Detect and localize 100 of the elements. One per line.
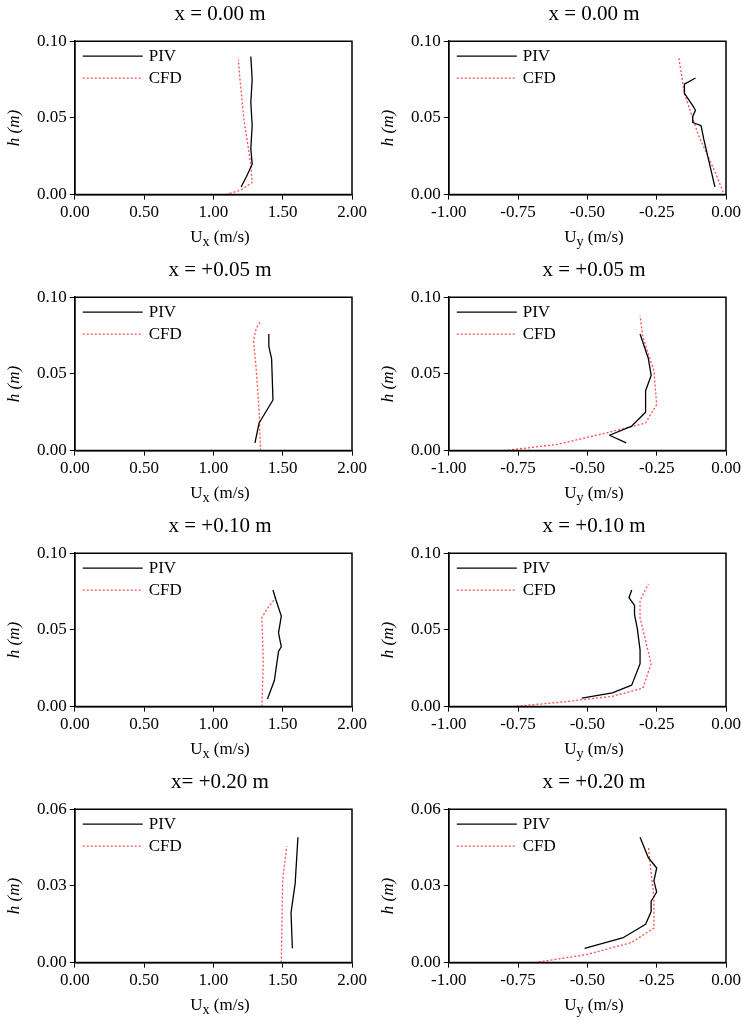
chart-title: x = 0.00 m xyxy=(547,0,641,26)
x-axis-title: U$_{x}$ (m/s) xyxy=(189,994,251,1020)
x-axis-title: U$_{x}$ (m/s) xyxy=(189,738,251,764)
x-axis-title: U$_{y}$ (m/s) xyxy=(563,226,625,252)
x-tick-label: 1.00 xyxy=(198,714,229,734)
y-axis-title: h (m) xyxy=(378,109,398,147)
y-tick-label: 0.05 xyxy=(37,619,67,639)
y-tick-label: 0.00 xyxy=(37,184,67,204)
x-tick-label: -1.00 xyxy=(431,202,467,222)
chart-title: x = +0.10 m xyxy=(167,512,273,538)
x-tick-label: -0.50 xyxy=(569,970,606,990)
x-tick-label: 1.50 xyxy=(267,714,298,734)
y-tick-label: 0.03 xyxy=(37,875,67,895)
x-tick-label: 0.50 xyxy=(129,970,159,990)
x-tick-label: 2.00 xyxy=(337,458,367,478)
x-tick-label: 0.00 xyxy=(59,202,90,222)
x-tick-label: 0.50 xyxy=(129,202,159,222)
y-tick-label: 0.06 xyxy=(411,798,441,818)
x-tick-label: -0.75 xyxy=(500,970,536,990)
y-tick-label: 0.05 xyxy=(411,619,441,639)
line-series xyxy=(678,57,724,193)
y-tick-label: 0.00 xyxy=(37,952,67,972)
legend-label: CFD xyxy=(148,67,182,87)
y-tick-label: 0.03 xyxy=(411,875,441,895)
chart-title: x = 0.00 m xyxy=(173,0,267,26)
x-tick-label: -1.00 xyxy=(431,714,467,734)
legend-label: CFD xyxy=(522,323,556,343)
y-tick-label: 0.06 xyxy=(37,798,67,818)
y-axis-title: h (m) xyxy=(378,365,398,403)
y-tick-label: 0.05 xyxy=(37,107,67,127)
x-tick-label: 0.00 xyxy=(711,202,741,222)
legend-label: CFD xyxy=(522,835,556,855)
x-tick-label: -1.00 xyxy=(431,458,467,478)
legend-label: PIV xyxy=(148,45,177,65)
x-axis-title: U$_{x}$ (m/s) xyxy=(189,482,251,508)
line-series xyxy=(225,58,253,195)
x-tick-label: 2.00 xyxy=(337,970,367,990)
x-tick-label: 1.50 xyxy=(267,458,298,478)
y-axis-title: h (m) xyxy=(4,365,24,403)
x-tick-label: 0.00 xyxy=(711,714,741,734)
legend-label: PIV xyxy=(522,813,551,833)
y-tick-label: 0.00 xyxy=(411,440,441,460)
chart-title: x = +0.05 m xyxy=(167,256,273,282)
x-tick-label: -1.00 xyxy=(431,970,467,990)
legend-label: PIV xyxy=(522,301,551,321)
y-axis-title: h (m) xyxy=(378,877,398,915)
legend-label: CFD xyxy=(522,67,556,87)
x-tick-label: -0.50 xyxy=(569,202,606,222)
x-tick-label: -0.25 xyxy=(638,714,675,734)
y-tick-label: 0.10 xyxy=(37,286,67,306)
x-tick-label: 0.00 xyxy=(59,970,90,990)
y-tick-label: 0.00 xyxy=(411,184,441,204)
x-axis-title: U$_{y}$ (m/s) xyxy=(563,994,625,1020)
legend-label: CFD xyxy=(148,579,182,599)
x-tick-label: 1.50 xyxy=(267,202,298,222)
legend-label: PIV xyxy=(148,813,177,833)
x-axis-title: U$_{y}$ (m/s) xyxy=(563,738,625,764)
y-tick-label: 0.10 xyxy=(411,286,441,306)
chart-title: x = +0.10 m xyxy=(541,512,647,538)
x-tick-label: -0.75 xyxy=(500,458,536,478)
x-tick-label: 1.00 xyxy=(198,202,229,222)
x-axis-title: U$_{x}$ (m/s) xyxy=(189,226,251,252)
y-axis-title: h (m) xyxy=(4,621,24,659)
y-tick-label: 0.10 xyxy=(411,30,441,50)
y-axis-title: h (m) xyxy=(378,621,398,659)
x-axis-title: U$_{y}$ (m/s) xyxy=(563,482,625,508)
y-tick-label: 0.05 xyxy=(411,363,441,383)
legend-label: CFD xyxy=(148,835,182,855)
x-tick-label: 1.50 xyxy=(267,970,298,990)
legend-label: PIV xyxy=(522,45,551,65)
legend-label: PIV xyxy=(148,557,177,577)
x-tick-label: 1.00 xyxy=(198,970,229,990)
x-tick-label: 0.00 xyxy=(711,458,741,478)
y-tick-label: 0.10 xyxy=(411,542,441,562)
y-tick-label: 0.00 xyxy=(411,696,441,716)
x-tick-label: -0.25 xyxy=(638,458,675,478)
legend-label: CFD xyxy=(148,323,182,343)
x-tick-label: 2.00 xyxy=(337,714,367,734)
legend-label: PIV xyxy=(522,557,551,577)
y-tick-label: 0.05 xyxy=(411,107,441,127)
chart-title: x = +0.20 m xyxy=(541,768,647,794)
y-tick-label: 0.00 xyxy=(37,440,67,460)
y-tick-label: 0.05 xyxy=(37,363,67,383)
legend-label: CFD xyxy=(522,579,556,599)
y-tick-label: 0.00 xyxy=(411,952,441,972)
chart-title: x= +0.20 m xyxy=(170,768,270,794)
x-tick-label: 0.00 xyxy=(59,714,90,734)
y-tick-label: 0.10 xyxy=(37,542,67,562)
x-tick-label: 0.50 xyxy=(129,714,159,734)
x-tick-label: -0.50 xyxy=(569,714,606,734)
x-tick-label: -0.50 xyxy=(569,458,606,478)
x-tick-label: 2.00 xyxy=(337,202,367,222)
line-series xyxy=(261,597,277,707)
x-tick-label: -0.25 xyxy=(638,970,675,990)
x-tick-label: -0.25 xyxy=(638,202,675,222)
x-tick-label: 0.00 xyxy=(59,458,90,478)
x-tick-label: 0.50 xyxy=(129,458,159,478)
y-axis-title: h (m) xyxy=(4,877,24,915)
legend-label: PIV xyxy=(148,301,177,321)
y-tick-label: 0.00 xyxy=(37,696,67,716)
